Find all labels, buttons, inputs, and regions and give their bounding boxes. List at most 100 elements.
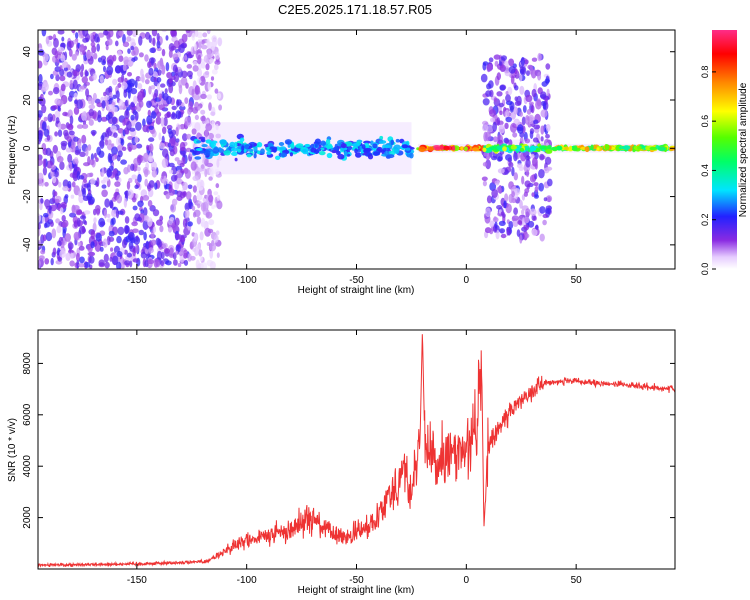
spectrogram-cell [530, 104, 535, 114]
spectrogram-cell [231, 151, 238, 156]
spectrogram-cell [337, 153, 345, 160]
spectrogram-cell [156, 250, 163, 261]
spectrogram-cell [120, 159, 127, 165]
spectrogram-cell [480, 73, 488, 83]
spectrogram-cell [85, 50, 92, 60]
spectrogram-cell [196, 216, 202, 225]
spectrogram-cell [104, 139, 109, 146]
spectrogram-cell [168, 49, 173, 58]
spectrogram-cell [539, 153, 545, 161]
spectrogram-cell [145, 240, 150, 251]
spectrogram-cell [521, 209, 525, 216]
spectrogram-cell [45, 36, 50, 45]
spectrogram-cell [130, 87, 138, 95]
spectrogram-cell [442, 145, 450, 151]
spectrogram-cell [165, 260, 172, 266]
spectrogram-cell [584, 146, 590, 153]
spectrogram-cell [405, 147, 411, 151]
spectrogram-cell [77, 241, 82, 247]
spectrogram-cell [115, 90, 120, 99]
spectrogram-cell [486, 195, 492, 204]
spectrogram-cell [511, 166, 515, 177]
colorbar-tick-label: 0.6 [700, 115, 710, 128]
spectrogram-cell [201, 144, 208, 148]
spectrogram-cell [351, 143, 360, 148]
spectrogram-cell [184, 209, 190, 219]
spectrogram-cell [489, 228, 494, 235]
spectrogram-cell [142, 207, 148, 217]
colorbar-tick-label: 0.0 [700, 263, 710, 276]
snr-panel: -150 -100 -50 0 50 2000 4000 6000 8000 Height o… [7, 329, 676, 596]
spectrogram-cell [214, 88, 219, 94]
spectrogram-cell [97, 110, 102, 119]
spectrogram-cell [98, 150, 105, 158]
spectrogram-cell [100, 135, 105, 141]
spectrogram-cell [498, 124, 505, 134]
spectrogram-cell [75, 64, 82, 72]
spectrogram-cell [89, 172, 94, 178]
spectrogram-cell [657, 146, 666, 152]
spectrogram-cell [204, 227, 211, 237]
spectrogram-cell [519, 85, 525, 95]
spectrogram-cell [496, 117, 501, 126]
spectrogram-cell [82, 195, 90, 201]
spectrogram-cell [538, 145, 547, 150]
spectrogram-cell [104, 198, 110, 208]
spectrogram-cell [500, 233, 507, 239]
spectrogram-cell [151, 169, 158, 178]
spectrogram-cell [90, 153, 94, 161]
spectrogram-cell [186, 70, 193, 78]
spectrogram-cell [59, 123, 67, 130]
spectrogram-cell [181, 102, 185, 108]
spectrogram-cell [80, 70, 84, 78]
spectrogram-cell [90, 229, 96, 240]
spectrogram-cell [81, 134, 87, 144]
spectrogram-cell [234, 157, 238, 162]
spectrogram-cell [136, 143, 143, 149]
spectrogram-cell [537, 52, 542, 62]
spectrogram-cell [124, 190, 129, 199]
spectrogram-cell [172, 53, 179, 61]
spectrogram-cell [217, 194, 221, 202]
spectrogram-cell [289, 152, 293, 157]
spectrogram-cell [508, 65, 516, 74]
spectrogram-cell [360, 149, 365, 154]
spectrogram-cell [393, 144, 401, 151]
spectrogram-cell [395, 138, 400, 143]
spectrogram-cell [127, 72, 132, 77]
spectrogram-cell [529, 130, 534, 139]
spectrogram-cell [495, 229, 500, 240]
spectrogram-cell [132, 258, 139, 263]
spectrogram-cell [176, 178, 183, 185]
spectrogram-cell [493, 136, 498, 143]
spectrogram-cell [45, 231, 53, 242]
spectrogram-cell [199, 231, 204, 241]
spectrogram-cell [215, 133, 221, 139]
spectrogram-cell [109, 91, 113, 99]
spectrogram-cell [42, 166, 48, 176]
spectrogram-cell [185, 191, 192, 200]
spectrogram-cell [40, 249, 46, 255]
spectrogram-cell [533, 124, 540, 130]
spectrogram-cell [158, 104, 165, 111]
spectrogram-cell [70, 252, 74, 259]
spectrogram-cell [104, 261, 110, 269]
spectrogram-cell [340, 147, 348, 151]
spectrogram-cell [73, 106, 80, 115]
spectrogram-cell [150, 111, 157, 119]
spectrogram-cell [539, 233, 545, 242]
spectrogram-cell [118, 55, 124, 62]
spectrogram-cell [117, 83, 122, 88]
spectrogram-cell [94, 33, 99, 43]
spectrogram-cell [183, 249, 188, 257]
spectrogram-cell [219, 139, 227, 145]
spectrogram-cell [192, 211, 197, 218]
spectrogram-cell [185, 30, 191, 34]
spectrogram-cell [521, 66, 527, 76]
spectrogram-cell [511, 191, 515, 198]
spectrogram-cell [211, 120, 215, 128]
spectrogram-cell [113, 132, 118, 138]
spectrogram-cell [72, 181, 76, 188]
spectrogram-cell [188, 101, 194, 110]
spectrogram-cell [201, 39, 205, 45]
